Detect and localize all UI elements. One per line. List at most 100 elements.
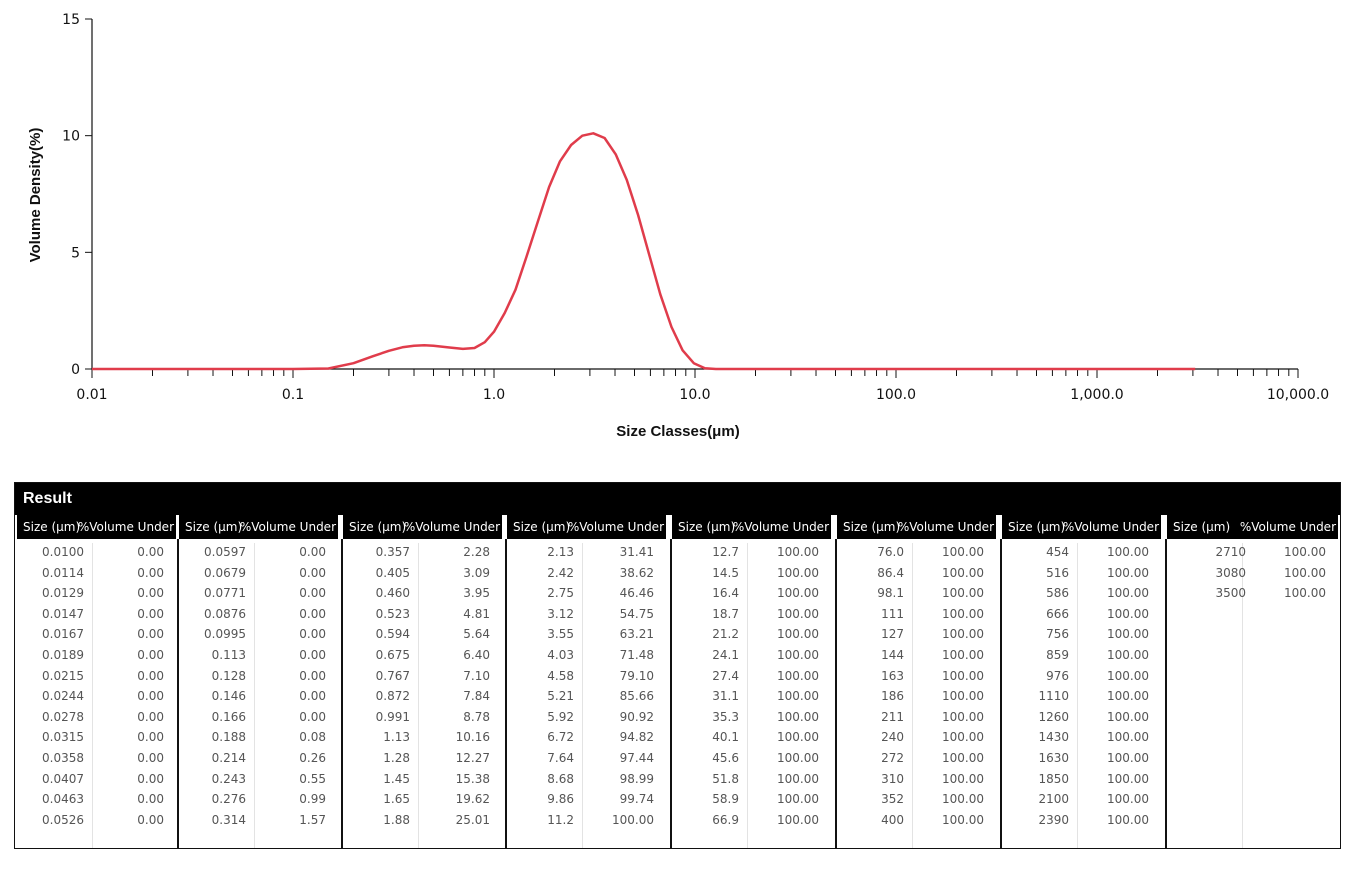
- table-row: 76.0 100.00: [837, 543, 996, 564]
- size-cell: 18.7: [712, 606, 739, 621]
- volume-under-cell: 100.00: [777, 647, 819, 662]
- table-row: 0.523 4.81: [343, 605, 502, 626]
- size-cell: 144: [881, 647, 904, 662]
- size-cell: 0.0315: [42, 730, 84, 745]
- volume-under-column-header: %Volume Under: [403, 520, 500, 534]
- table-row: 0.872 7.84: [343, 687, 502, 708]
- volume-under-cell: 100.00: [777, 792, 819, 807]
- size-cell: 1630: [1038, 750, 1069, 765]
- table-row: 1110 100.00: [1002, 687, 1161, 708]
- table-row: 310 100.00: [837, 770, 996, 791]
- volume-under-cell: 100.00: [1107, 647, 1149, 662]
- table-row: 45.6 100.00: [672, 749, 831, 770]
- volume-under-cell: 100.00: [942, 709, 984, 724]
- table-row: 0.188 0.08: [179, 728, 338, 749]
- volume-under-cell: 100.00: [1107, 709, 1149, 724]
- volume-under-cell: 0.00: [299, 627, 326, 642]
- size-cell: 0.357: [375, 545, 410, 559]
- volume-under-cell: 100.00: [1107, 792, 1149, 807]
- volume-under-cell: 100.00: [777, 689, 819, 704]
- volume-under-cell: 100.00: [1107, 689, 1149, 704]
- group-separator: [341, 539, 343, 848]
- volume-under-cell: 100.00: [942, 792, 984, 807]
- chart-tick-labels: 0 5 10 15 0.01 0.1 1.0 10.0 100.0 1,000.0 10,000.0: [62, 12, 1329, 403]
- volume-under-cell: 4.81: [463, 606, 490, 621]
- table-row: 0.460 3.95: [343, 584, 502, 605]
- volume-under-cell: 100.00: [1107, 627, 1149, 642]
- column-divider: [912, 543, 913, 848]
- volume-under-cell: 19.62: [455, 792, 490, 807]
- size-cell: 0.0278: [42, 709, 84, 724]
- volume-under-cell: 12.27: [455, 750, 490, 765]
- volume-under-cell: 100.00: [1284, 565, 1326, 580]
- table-row: 0.214 0.26: [179, 749, 338, 770]
- volume-under-cell: 100.00: [777, 627, 819, 642]
- size-cell: 66.9: [712, 812, 739, 827]
- size-column-header: Size (μm): [23, 520, 81, 534]
- table-row: 0.166 0.00: [179, 708, 338, 729]
- table-row: 0.113 0.00: [179, 646, 338, 667]
- table-row: 1.88 25.01: [343, 811, 502, 832]
- x-tick-label: 0.01: [76, 387, 107, 403]
- result-group: Size (μm) %Volume Under 2.13 31.41 2.42 38.62…: [505, 515, 668, 848]
- volume-under-cell: 0.00: [137, 689, 164, 704]
- result-group: Size (μm) %Volume Under 12.7 100.00 14.5 100.…: [670, 515, 833, 848]
- column-divider: [747, 543, 748, 848]
- table-row: 0.0189 0.00: [17, 646, 176, 667]
- size-cell: 3080: [1215, 565, 1246, 580]
- table-row: 5.92 90.92: [507, 708, 666, 729]
- size-cell: 111: [881, 606, 904, 621]
- size-cell: 21.2: [712, 627, 739, 642]
- table-row: 144 100.00: [837, 646, 996, 667]
- table-row: 0.405 3.09: [343, 564, 502, 585]
- volume-under-cell: 5.64: [463, 627, 490, 642]
- table-row: 40.1 100.00: [672, 728, 831, 749]
- x-tick-label: 10.0: [679, 387, 710, 403]
- table-row: 21.2 100.00: [672, 625, 831, 646]
- result-panel: Result Size (μm) %Volume Under 0.0100 0.00 0…: [14, 482, 1341, 849]
- table-row: 859 100.00: [1002, 646, 1161, 667]
- volume-under-cell: 0.00: [137, 606, 164, 621]
- table-row: 2.75 46.46: [507, 584, 666, 605]
- volume-under-cell: 0.00: [137, 812, 164, 827]
- table-row: 0.276 0.99: [179, 790, 338, 811]
- size-cell: 0.0407: [42, 771, 84, 786]
- volume-under-cell: 100.00: [777, 586, 819, 601]
- table-row: 400 100.00: [837, 811, 996, 832]
- table-row: 127 100.00: [837, 625, 996, 646]
- table-row: 111 100.00: [837, 605, 996, 626]
- volume-under-cell: 7.84: [463, 689, 490, 704]
- table-row: 0.0278 0.00: [17, 708, 176, 729]
- size-cell: 0.767: [375, 668, 410, 683]
- result-group-rows: 76.0 100.00 86.4 100.00 98.1 100.00 111 100.00 1…: [837, 543, 996, 848]
- size-cell: 1850: [1038, 771, 1069, 786]
- column-divider: [92, 543, 93, 848]
- x-tick-label: 100.0: [876, 387, 916, 403]
- volume-under-column-header: %Volume Under: [1062, 520, 1159, 534]
- size-cell: 1.88: [383, 812, 410, 827]
- size-cell: 0.594: [375, 627, 410, 642]
- table-row: 0.0215 0.00: [17, 667, 176, 688]
- size-cell: 0.128: [211, 668, 246, 683]
- size-cell: 0.460: [375, 586, 410, 601]
- volume-under-cell: 0.55: [299, 771, 326, 786]
- x-tick-label: 1,000.0: [1070, 387, 1123, 403]
- volume-density-line: [92, 132, 1196, 371]
- table-row: 0.0771 0.00: [179, 584, 338, 605]
- volume-under-cell: 100.00: [1107, 586, 1149, 601]
- result-group-header: Size (μm) %Volume Under: [1002, 515, 1161, 539]
- size-cell: 8.68: [547, 771, 574, 786]
- volume-under-cell: 10.16: [455, 730, 490, 745]
- volume-under-cell: 0.00: [299, 709, 326, 724]
- size-cell: 0.991: [375, 709, 410, 724]
- table-row: 2390 100.00: [1002, 811, 1161, 832]
- volume-under-cell: 100.00: [942, 606, 984, 621]
- table-row: 66.9 100.00: [672, 811, 831, 832]
- table-row: 3.55 63.21: [507, 625, 666, 646]
- column-divider: [1242, 543, 1243, 848]
- size-cell: 27.4: [712, 668, 739, 683]
- table-row: 0.0463 0.00: [17, 790, 176, 811]
- volume-under-cell: 0.00: [137, 750, 164, 765]
- volume-under-column-header: %Volume Under: [897, 520, 994, 534]
- size-cell: 76.0: [877, 545, 904, 559]
